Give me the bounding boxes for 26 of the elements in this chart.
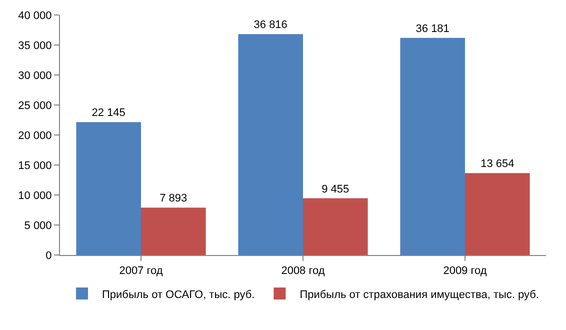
legend-label: Прибыль от ОСАГО, тыс. руб. (102, 288, 255, 301)
y-tick-label: 0 (46, 250, 52, 262)
bar (141, 208, 206, 255)
y-tick-label: 5 000 (24, 220, 52, 232)
x-tick-label: 2007 год (119, 265, 164, 278)
y-tick-label: 20 000 (18, 130, 52, 142)
y-tick-label: 40 000 (18, 10, 52, 22)
data-label: 22 145 (92, 107, 126, 120)
data-label: 9 455 (322, 183, 350, 196)
data-label: 36 181 (416, 22, 450, 35)
y-tick-label: 35 000 (18, 40, 52, 52)
bar (76, 122, 141, 255)
y-tick-label: 30 000 (18, 70, 52, 82)
bar (465, 173, 530, 255)
data-label: 36 816 (254, 19, 288, 32)
y-tick-label: 10 000 (18, 190, 52, 202)
data-label: 7 893 (160, 192, 188, 205)
bar (400, 38, 465, 255)
x-tick-label: 2008 год (281, 265, 326, 278)
y-tick-label: 25 000 (18, 100, 52, 112)
bar (303, 198, 368, 255)
y-tick-label: 15 000 (18, 160, 52, 172)
data-label: 13 654 (480, 158, 514, 170)
bar (238, 34, 303, 255)
x-tick-label: 2009 год (443, 265, 488, 278)
legend-label: Прибыль от страхования имущества, тыс. руб. (300, 288, 539, 301)
